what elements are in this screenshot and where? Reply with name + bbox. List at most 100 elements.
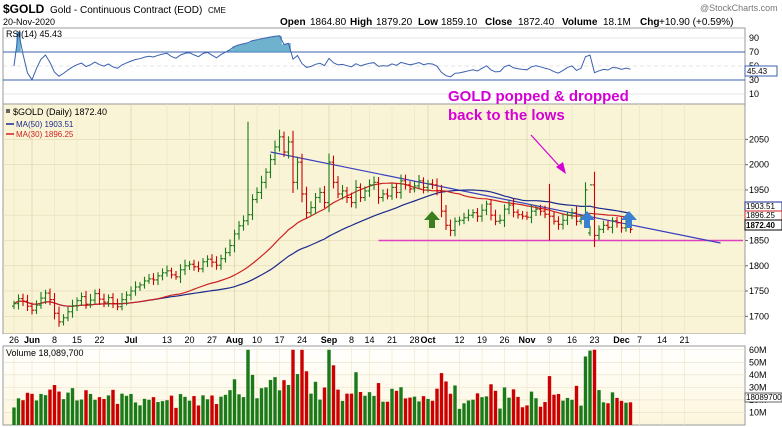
chart-date: 20-Nov-2020 <box>3 17 55 27</box>
volume-bar <box>619 400 624 425</box>
ohlc-bar <box>430 179 435 190</box>
blue-up-arrow <box>579 211 595 228</box>
volume-bar <box>124 395 129 425</box>
ohlc-bar <box>151 273 156 286</box>
ohlc-bar <box>309 201 313 216</box>
volume-bar <box>556 393 561 425</box>
ohlc-bar <box>12 300 16 310</box>
volume-bar <box>547 376 552 425</box>
ohlc-bar <box>457 216 462 226</box>
volume-bar <box>43 395 48 425</box>
volume-bar <box>439 373 444 425</box>
close-label: Close <box>485 17 513 28</box>
volume-bar <box>610 392 615 425</box>
ohlc-bar <box>592 171 597 248</box>
ohlc-bar <box>421 177 426 194</box>
volume-bar <box>187 400 192 425</box>
price-tick-label: 1750 <box>749 286 769 296</box>
ohlc-bar <box>34 300 39 315</box>
volume-bar <box>502 387 507 425</box>
ohlc-bar <box>300 153 304 203</box>
volume-axis: 60M50M40M30M20M10M <box>749 345 767 418</box>
chg-value: +10.90 (+0.59%) <box>659 17 734 28</box>
rsi-value: 45.43 <box>747 67 768 76</box>
x-tick-label: 8 <box>52 335 57 345</box>
volume-bar <box>277 390 282 425</box>
ohlc-bar <box>214 256 219 270</box>
price-title: $GOLD (Daily) 1872.40 <box>13 107 107 117</box>
volume-bar <box>399 387 403 425</box>
volume-bar <box>592 349 597 425</box>
chart-header: $GOLD Gold - Continuous Contract (EOD) C… <box>3 2 778 28</box>
volume-value-badge: 18089700 <box>744 392 782 403</box>
volume-bar <box>79 399 84 425</box>
ohlc-bar <box>84 290 88 309</box>
volume-bar <box>250 374 255 425</box>
ohlc-bar <box>25 294 30 311</box>
volume-bar <box>552 394 556 425</box>
volume-bar <box>174 407 178 425</box>
ohlc-bar <box>246 121 250 226</box>
annotation-arrowhead <box>556 162 566 174</box>
low-label: Low <box>418 17 438 28</box>
x-tick-label: 19 <box>477 335 487 345</box>
ohlc-bar <box>133 281 138 296</box>
ohlc-bar <box>498 214 502 224</box>
ohlc-bar <box>327 153 331 213</box>
legend-swatch <box>6 109 10 113</box>
volume-bar <box>408 397 412 425</box>
volume-bar <box>241 397 246 425</box>
volume-bar <box>529 391 534 425</box>
ohlc-bar <box>97 288 102 306</box>
annotation-line-2: back to the lows <box>448 107 565 124</box>
volume-bar <box>25 392 30 425</box>
rsi-label: RSI(14) 45.43 <box>6 29 62 39</box>
ohlc-readout: Open 1864.80 High 1879.20 Low 1859.10 Cl… <box>280 17 734 28</box>
volume-bar <box>570 399 574 425</box>
x-tick-label: 13 <box>162 335 172 345</box>
volume-bar <box>426 398 430 425</box>
annotation-line-1: GOLD popped & dropped <box>448 88 629 105</box>
ohlc-bar <box>16 294 21 310</box>
volume-bar <box>624 402 628 425</box>
volume-bar <box>273 377 277 425</box>
ohlc-bar <box>462 212 466 225</box>
ohlc-bar <box>610 217 615 234</box>
ohlc-bar <box>367 179 372 197</box>
ohlc-bar <box>376 177 381 204</box>
ohlc-bar <box>390 183 394 200</box>
x-tick-label: 7 <box>637 335 642 345</box>
volume-bar <box>466 400 471 425</box>
volume-bar <box>39 393 43 425</box>
x-tick-label: 26 <box>499 335 509 345</box>
volume-bar <box>201 395 205 425</box>
ohlc-bar <box>466 209 471 222</box>
x-tick-label: 14 <box>364 335 374 345</box>
x-tick-label: 23 <box>589 335 599 345</box>
blue-up-arrow <box>621 211 637 228</box>
volume-bar <box>84 390 88 425</box>
ohlc-bar <box>534 205 538 217</box>
volume-bar <box>228 390 232 425</box>
volume-bar <box>133 402 138 425</box>
volume-bar <box>520 407 525 425</box>
volume-bar <box>534 398 538 425</box>
ohlc-bar <box>277 129 282 152</box>
ohlc-bar <box>556 216 561 230</box>
volume-value: 18.1M <box>603 17 631 28</box>
ohlc-bar <box>439 184 444 218</box>
volume-bar <box>264 387 268 425</box>
volume-bar <box>255 398 259 425</box>
volume-bar <box>286 384 291 425</box>
volume-bar <box>444 381 448 425</box>
volume-bar <box>322 387 327 425</box>
volume-bar <box>12 407 16 425</box>
ohlc-bar <box>241 215 246 231</box>
ohlc-bar <box>615 216 619 228</box>
volume-bar <box>318 399 322 425</box>
ohlc-bar <box>165 265 169 277</box>
ohlc-bar <box>30 302 34 315</box>
volume-bar <box>129 393 133 425</box>
volume-bar <box>565 397 570 425</box>
x-tick-label: 21 <box>679 335 689 345</box>
